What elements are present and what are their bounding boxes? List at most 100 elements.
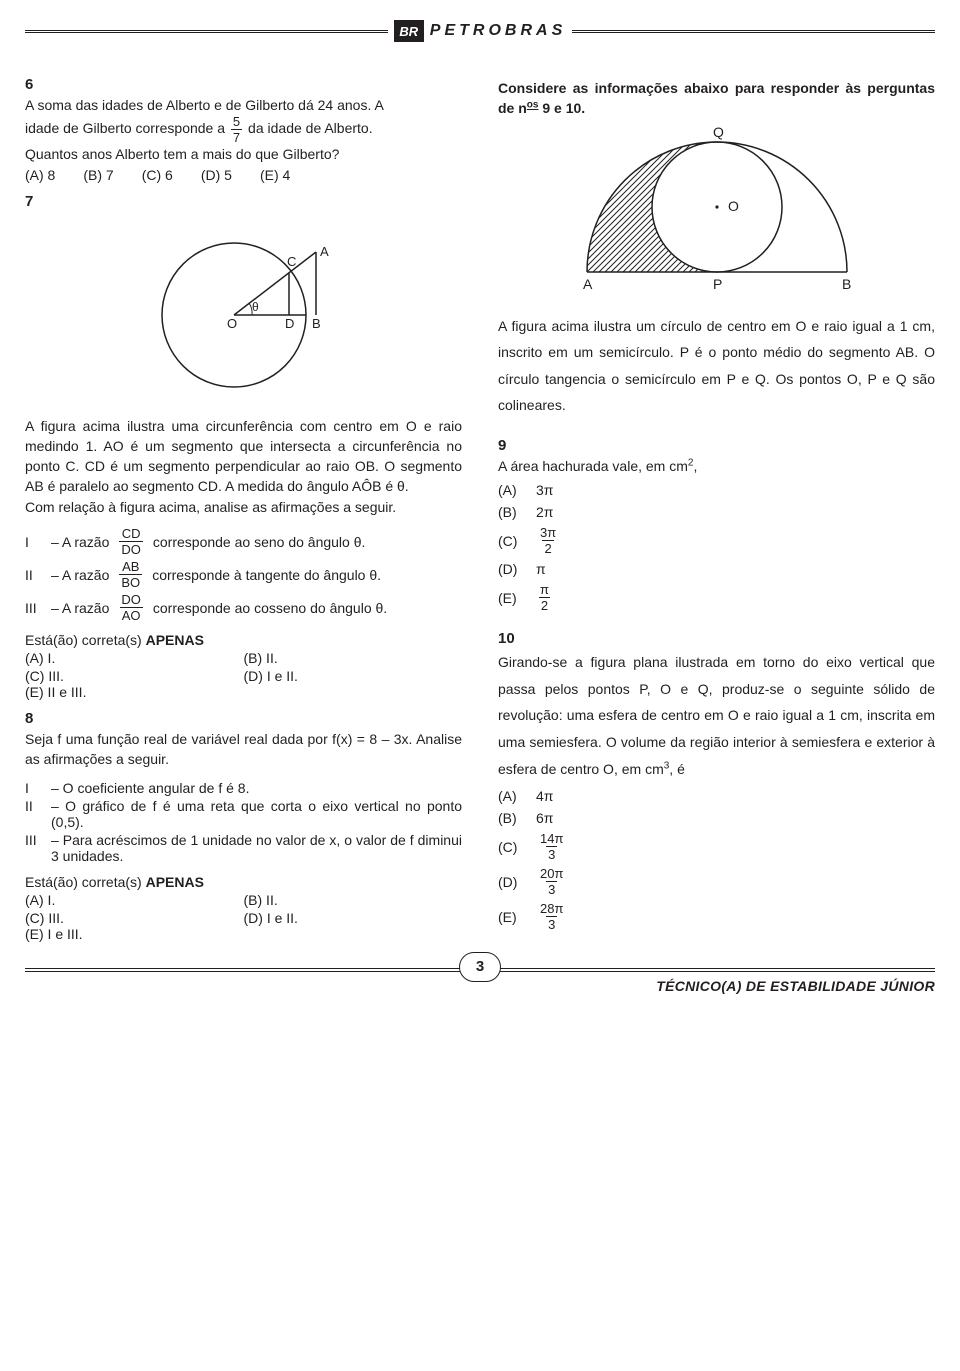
page-number: 3 [459, 952, 501, 982]
q10-p1end: , é [669, 761, 685, 777]
q7-s2-roman: II [25, 567, 43, 583]
q7-label-B: B [312, 316, 321, 331]
header-rule-right [572, 30, 935, 33]
q6-options: (A) 8 (B) 7 (C) 6 (D) 5 (E) 4 [25, 167, 462, 183]
shared-svg: Q O A P B [552, 127, 882, 297]
brand-name: PETROBRAS [430, 22, 566, 40]
q7-opt-d: (D) I e II. [244, 668, 463, 684]
q10-oc-n: 14π [538, 832, 565, 846]
q7-opts-row2: (C) III. (D) I e II. [25, 668, 462, 684]
q7-label-theta: θ [252, 300, 259, 314]
q10-opt-a: (A) 4π [498, 788, 935, 804]
q7-stmt-2: II – A razão AB BO corresponde à tangent… [25, 560, 462, 589]
q10-p1: Girando-se a figura plana ilustrada em t… [498, 654, 935, 776]
q10-oa-val: 4π [536, 788, 553, 804]
q6-opt-a: (A) 8 [25, 167, 55, 183]
q8-paragraph-1: Seja f uma função real de variável real … [25, 729, 462, 770]
q6-text-1: A soma das idades de Alberto e de Gilber… [25, 95, 462, 115]
q9-opt-e: (E) π 2 [498, 583, 935, 612]
q8-opt-b: (B) II. [244, 892, 463, 908]
q7-s1-frac: CD DO [119, 527, 143, 556]
q8-s2-text: – O gráfico de f é uma reta que corta o … [51, 798, 462, 830]
q9-oc-frac: 3π 2 [538, 526, 558, 555]
q7-s2-pre: – A razão [51, 567, 109, 583]
q8-s2-roman: II [25, 798, 41, 830]
q10-oe-frac: 28π 3 [538, 902, 565, 931]
q7-s2-fd: BO [119, 574, 142, 589]
q7-label-A: A [320, 244, 329, 259]
q7-s1-fn: CD [120, 527, 143, 541]
q6-number: 6 [25, 76, 462, 93]
q10-od-d: 3 [546, 881, 557, 896]
left-column: 6 A soma das idades de Alberto e de Gilb… [25, 66, 462, 942]
q7-s3-roman: III [25, 600, 43, 616]
q9-opt-c: (C) 3π 2 [498, 526, 935, 555]
q9-oe-frac: π 2 [538, 583, 551, 612]
q8-lead: Está(ão) correta(s) APENAS [25, 874, 462, 890]
q7-s1-fd: DO [119, 541, 143, 556]
q8-opt-d: (D) I e II. [244, 910, 463, 926]
q6-text-2a: idade de Gilberto corresponde a [25, 121, 229, 137]
q9-oc-n: 3π [538, 526, 558, 540]
q7-apenas: APENAS [146, 632, 204, 648]
q6-opt-c: (C) 6 [142, 167, 173, 183]
q7-stmt-1: I – A razão CD DO corresponde ao seno do… [25, 527, 462, 556]
q7-s2-frac: AB BO [119, 560, 142, 589]
q9-prompt: A área hachurada vale, em cm2, [498, 456, 935, 476]
header: BR PETROBRAS [25, 20, 935, 42]
q7-opt-b: (B) II. [244, 650, 463, 666]
q10-od-n: 20π [538, 867, 565, 881]
q10-oe-n: 28π [538, 902, 565, 916]
q7-paragraph-1: A figura acima ilustra uma circunferênci… [25, 416, 462, 497]
q8-s1-text: – O coeficiente angular de f é 8. [51, 780, 249, 796]
q8-apenas: APENAS [146, 874, 204, 890]
q8-s3-text: – Para acréscimos de 1 unidade no valor … [51, 832, 462, 864]
q10-od-lbl: (D) [498, 874, 528, 890]
q7-paragraph-2: Com relação à figura acima, analise as a… [25, 497, 462, 517]
q7-label-C: C [287, 254, 296, 269]
q7-lead-text: Está(ão) correta(s) [25, 632, 146, 648]
q8-s3-roman: III [25, 832, 41, 864]
q8-lead-text: Está(ão) correta(s) [25, 874, 146, 890]
q7-stmt-3: III – A razão DO AO corresponde ao cosse… [25, 593, 462, 622]
q9-oc-d: 2 [542, 540, 553, 555]
q7-s2-fn: AB [120, 560, 141, 574]
q9-p1: A área hachurada vale, em cm [498, 458, 688, 474]
shared-intro: Considere as informações abaixo para res… [498, 78, 935, 119]
shared-intro-end: 9 e 10. [538, 100, 585, 116]
q8-opt-c: (C) III. [25, 910, 244, 926]
q10-number: 10 [498, 630, 935, 647]
q10-oa-lbl: (A) [498, 788, 528, 804]
shared-label-P: P [713, 276, 722, 292]
q10-opt-c: (C) 14π 3 [498, 832, 935, 861]
q7-s3-pre: – A razão [51, 600, 109, 616]
q9-opt-b: (B)2π [498, 504, 935, 520]
q9-oc-lbl: (C) [498, 533, 528, 549]
q10-prompt: Girando-se a figura plana ilustrada em t… [498, 649, 935, 782]
q6-fraction: 5 7 [231, 115, 242, 144]
q10-opt-d: (D) 20π 3 [498, 867, 935, 896]
q8-stmt-2: II – O gráfico de f é uma reta que corta… [25, 798, 462, 830]
q7-s3-fn: DO [119, 593, 143, 607]
q7-label-O: O [227, 316, 237, 331]
q7-s3-fd: AO [120, 607, 143, 622]
q7-lead: Está(ão) correta(s) APENAS [25, 632, 462, 648]
q9-oe-lbl: (E) [498, 590, 528, 606]
q7-s1-post: corresponde ao seno do ângulo θ. [153, 534, 366, 550]
q6-text-2: idade de Gilberto corresponde a 5 7 da i… [25, 115, 462, 144]
q9-oa-lbl: (A) [498, 482, 528, 498]
q10-oc-lbl: (C) [498, 839, 528, 855]
q8-opt-a: (A) I. [25, 892, 244, 908]
shared-label-Q: Q [713, 127, 724, 140]
q7-opts-row1: (A) I. (B) II. [25, 650, 462, 666]
q6-text-2b: da idade de Alberto. [248, 121, 373, 137]
shared-intro-sup: os [527, 100, 539, 111]
q9-oe-n: π [538, 583, 551, 597]
q7-number: 7 [25, 193, 462, 210]
q6-text-3: Quantos anos Alberto tem a mais do que G… [25, 144, 462, 164]
q10-od-frac: 20π 3 [538, 867, 565, 896]
q6-opt-d: (D) 5 [201, 167, 232, 183]
q8-stmt-3: III – Para acréscimos de 1 unidade no va… [25, 832, 462, 864]
q7-svg: O D B C A θ [139, 220, 349, 400]
q10-opt-b: (B)6π [498, 810, 935, 826]
